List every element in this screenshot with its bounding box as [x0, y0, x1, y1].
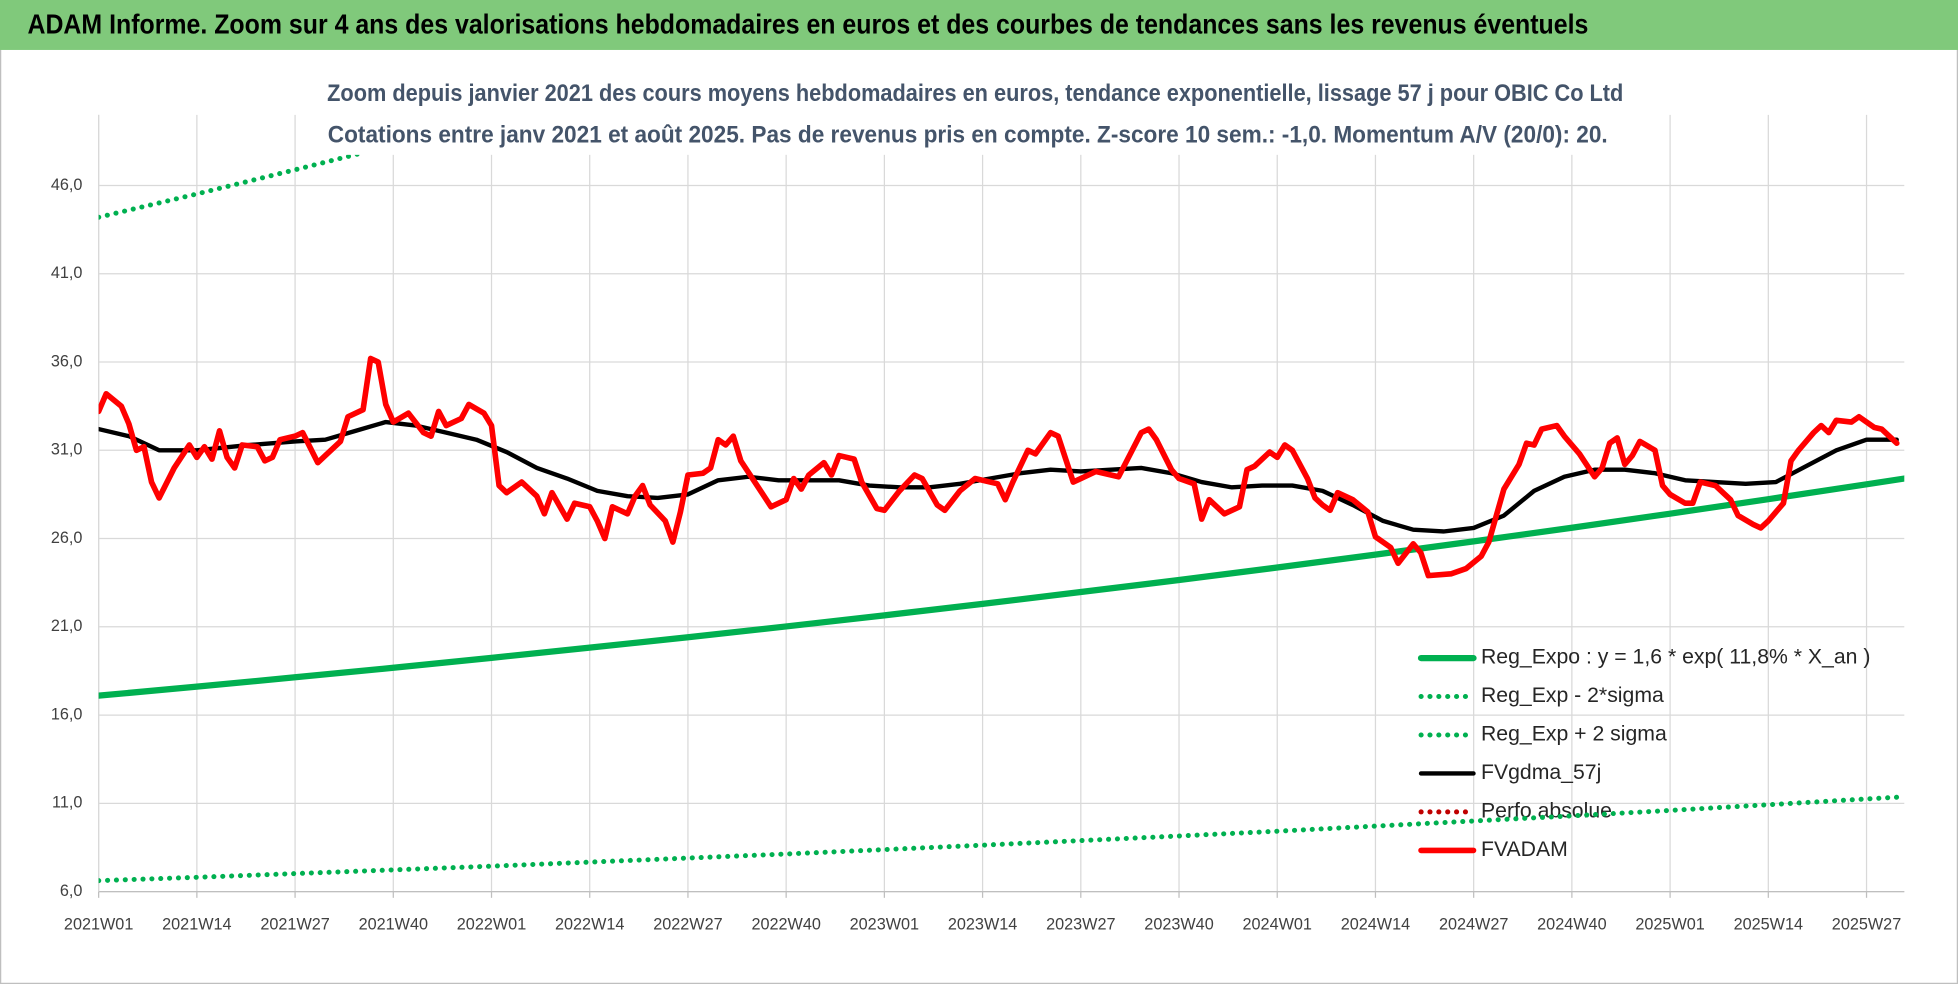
x-tick-label: 2025W14	[1734, 916, 1803, 934]
x-tick-label: 2023W27	[1046, 916, 1115, 934]
y-tick-label: 6,0	[60, 882, 83, 900]
y-tick-label: 16,0	[51, 705, 83, 723]
x-tick-label: 2024W01	[1243, 916, 1312, 934]
plot-area	[98, 114, 1905, 884]
series-line	[98, 794, 1905, 884]
x-tick-label: 2021W27	[260, 916, 329, 934]
y-tick-label: 11,0	[52, 794, 82, 812]
x-tick-label: 2023W40	[1144, 916, 1213, 934]
x-tick-label: 2023W14	[948, 916, 1017, 934]
y-tick-label: 31,0	[51, 441, 83, 459]
x-tick-label: 2023W01	[850, 916, 919, 934]
legend-label: Reg_Exp - 2*sigma	[1481, 684, 1664, 707]
y-tick-label: 41,0	[51, 264, 83, 282]
x-tick-label: 2022W01	[457, 916, 526, 934]
header-bar	[0, 0, 1958, 50]
x-tick-label: 2024W14	[1341, 916, 1410, 934]
x-tick-label: 2022W40	[751, 916, 820, 934]
x-tick-label: 2024W40	[1537, 916, 1606, 934]
x-tick-label: 2022W14	[555, 916, 624, 934]
chart-subtitle: Cotations entre janv 2021 et août 2025. …	[328, 122, 1608, 148]
legend-label: FVgdma_57j	[1481, 761, 1601, 784]
x-tick-label: 2021W01	[64, 916, 133, 934]
x-tick-label: 2022W27	[653, 916, 722, 934]
legend-label: Reg_Exp + 2 sigma	[1481, 723, 1667, 746]
series-line	[98, 475, 1905, 699]
legend: Reg_Expo : y = 1,6 * exp( 11,8% * X_an )…	[1417, 646, 1870, 861]
y-tick-label: 36,0	[51, 352, 83, 370]
x-tick-label: 2025W27	[1832, 916, 1901, 934]
x-tick-label: 2024W27	[1439, 916, 1508, 934]
series-line	[98, 355, 1900, 579]
legend-label: Reg_Expo : y = 1,6 * exp( 11,8% * X_an )	[1481, 646, 1870, 669]
chart-title: Zoom depuis janvier 2021 des cours moyen…	[327, 81, 1623, 107]
title-background	[318, 74, 1630, 155]
x-tick-label: 2021W40	[359, 916, 428, 934]
axes: 6,0 11,0 16,0 21,0 26,0 31,0 36,0 41,0 46,0 2021W…	[51, 114, 1905, 934]
x-tick-label: 2021W14	[162, 916, 231, 934]
series-line	[98, 419, 1899, 534]
y-tick-label: 26,0	[51, 529, 83, 547]
y-tick-label: 21,0	[51, 617, 83, 635]
header-title: ADAM Informe. Zoom sur 4 ans des valoris…	[27, 8, 1588, 39]
legend-label: FVADAM	[1481, 838, 1568, 861]
titles: Zoom depuis janvier 2021 des cours moyen…	[318, 74, 1630, 155]
y-tick-label: 46,0	[51, 176, 83, 194]
x-tick-label: 2025W01	[1635, 916, 1704, 934]
